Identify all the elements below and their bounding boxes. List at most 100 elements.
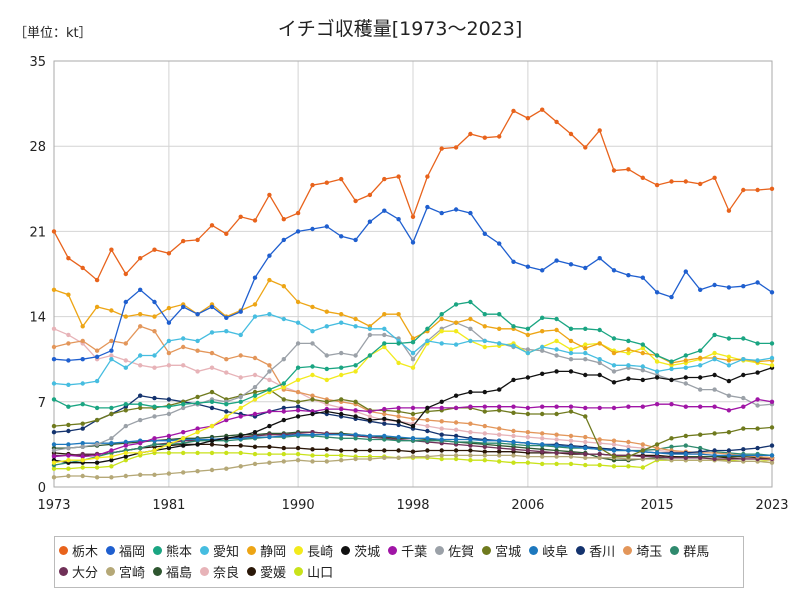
data-point-山口 (554, 461, 559, 467)
data-point-群馬 (138, 445, 143, 451)
data-point-愛知 (654, 369, 660, 374)
data-point-埼玉 (94, 348, 100, 353)
data-point-茨城 (425, 405, 430, 411)
data-point-佐賀 (540, 348, 545, 353)
data-point-千葉 (554, 404, 559, 409)
data-point-愛知 (166, 338, 172, 344)
data-point-愛媛 (410, 449, 416, 454)
data-point-大分 (683, 455, 688, 460)
data-point-山口 (109, 464, 114, 469)
legend-marker (294, 567, 304, 576)
data-point-埼玉 (640, 442, 645, 447)
data-point-茨城 (669, 377, 674, 383)
data-point-愛知 (224, 329, 229, 334)
data-point-栃木 (295, 210, 301, 216)
data-point-佐賀 (267, 369, 272, 374)
data-point-愛知 (726, 363, 732, 368)
data-point-岐阜 (497, 438, 502, 443)
data-point-熊本 (310, 364, 315, 369)
data-point-佐賀 (94, 442, 100, 447)
data-point-静岡 (295, 299, 301, 305)
data-point-千葉 (353, 408, 358, 413)
data-point-山口 (123, 458, 128, 463)
data-point-福岡 (683, 269, 688, 274)
data-point-長崎 (209, 423, 215, 429)
data-point-埼玉 (525, 430, 531, 435)
data-point-香川 (51, 430, 57, 435)
data-point-埼玉 (554, 432, 559, 437)
data-point-栃木 (181, 238, 186, 244)
data-point-奈良 (238, 375, 243, 380)
data-point-愛媛 (281, 445, 286, 451)
data-point-茨城 (195, 442, 200, 447)
data-point-佐賀 (109, 436, 114, 441)
data-point-熊本 (209, 399, 215, 404)
data-point-栃木 (468, 131, 473, 137)
data-point-熊本 (654, 353, 660, 358)
data-point-山口 (511, 460, 516, 465)
data-point-福岡 (152, 299, 157, 305)
data-point-熊本 (339, 365, 344, 370)
data-point-愛媛 (425, 448, 430, 453)
data-point-静岡 (138, 312, 143, 317)
data-point-愛媛 (324, 447, 329, 452)
data-point-熊本 (382, 341, 387, 346)
data-point-福岡 (554, 258, 559, 263)
data-point-宮崎 (511, 453, 516, 458)
data-point-佐賀 (410, 357, 416, 362)
data-point-福岡 (425, 204, 430, 210)
data-point-愛知 (209, 330, 215, 335)
data-point-茨城 (482, 389, 487, 395)
data-point-千葉 (669, 402, 674, 407)
data-point-熊本 (726, 336, 732, 341)
data-point-静岡 (453, 320, 459, 325)
data-point-茨城 (353, 414, 358, 419)
data-point-宮崎 (281, 459, 286, 464)
data-point-奈良 (109, 353, 114, 358)
data-point-千葉 (583, 405, 588, 411)
data-point-栃木 (152, 247, 157, 252)
data-point-埼玉 (453, 420, 459, 425)
data-point-佐賀 (295, 341, 301, 346)
data-point-佐賀 (166, 411, 172, 417)
data-point-長崎 (138, 450, 143, 456)
legend-label: 栃木 (72, 545, 99, 560)
data-point-大分 (597, 451, 602, 457)
data-point-岐阜 (166, 438, 172, 443)
legend-item: 栃木 (59, 540, 98, 561)
data-point-愛媛 (339, 448, 344, 453)
data-point-熊本 (238, 399, 243, 404)
data-point-香川 (295, 404, 301, 409)
data-point-奈良 (51, 326, 57, 331)
data-point-佐賀 (66, 445, 71, 451)
data-point-千葉 (453, 405, 459, 411)
data-point-茨城 (252, 430, 258, 435)
data-point-静岡 (353, 316, 358, 322)
data-point-岐阜 (669, 451, 674, 457)
data-point-長崎 (181, 436, 186, 441)
data-point-宮崎 (181, 470, 186, 475)
data-point-愛知 (80, 381, 85, 386)
data-point-栃木 (597, 128, 602, 133)
data-point-栃木 (525, 116, 531, 121)
legend-marker (623, 546, 633, 555)
data-point-宮崎 (568, 454, 574, 459)
data-point-栃木 (611, 168, 617, 173)
data-point-香川 (453, 433, 459, 439)
data-point-愛知 (267, 312, 272, 317)
data-point-栃木 (267, 192, 272, 198)
data-point-茨城 (267, 423, 272, 429)
data-point-山口 (568, 461, 574, 467)
data-point-栃木 (166, 251, 172, 256)
plot-area (53, 60, 773, 488)
data-point-愛知 (626, 363, 631, 368)
data-point-宮崎 (367, 456, 373, 462)
data-point-大分 (511, 447, 516, 452)
data-point-大分 (540, 449, 545, 454)
data-point-宮城 (525, 411, 531, 417)
data-point-佐賀 (583, 357, 588, 362)
data-point-佐賀 (712, 387, 717, 392)
data-point-茨城 (755, 370, 760, 375)
data-point-香川 (209, 405, 215, 411)
data-point-愛知 (497, 341, 502, 346)
